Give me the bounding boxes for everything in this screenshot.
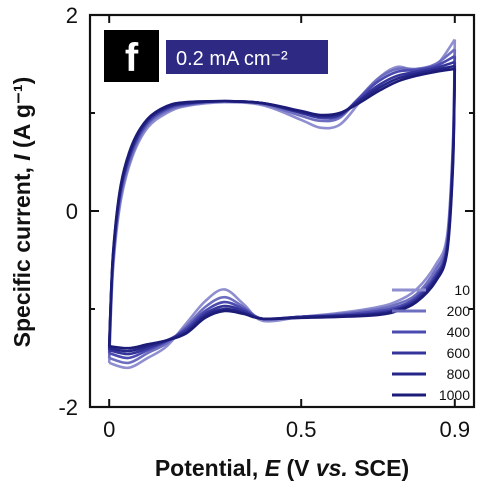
tick-labels: 0 0.5 0.9 2 0 -2 [58,3,470,442]
x-axis-title-suffix: SCE) [348,455,409,481]
x-tick-label: 0.5 [286,417,317,442]
annotation-box [166,40,328,74]
cv-curve-anodic [107,67,456,347]
x-axis-title-symbol: E [265,455,281,481]
cv-curve-anodic [107,38,456,363]
panel-label: f [125,36,139,80]
panel-label-box [104,30,159,82]
cv-curve-cathodic [108,56,457,360]
legend-label: 600 [447,345,471,361]
y-tick-label: -2 [58,395,78,420]
x-tick-label: 0.9 [440,417,471,442]
series-1000 [107,67,457,350]
series-200 [107,48,457,365]
y-tick-label: 0 [66,199,78,224]
legend-label: 200 [447,303,471,319]
legend-label: 1000 [439,387,470,403]
legend-label: 10 [454,282,470,298]
x-axis-title-mid: (V [280,455,316,481]
y-axis-title: Specific current, I (A g⁻¹) [9,77,35,348]
y-tick-label: 2 [66,3,78,28]
cv-curve-cathodic [108,49,457,365]
x-axis-title: Potential, E (V vs. SCE) [155,455,409,481]
x-tick-label: 0 [103,417,115,442]
plot-frame [88,13,476,409]
legend-label: 400 [447,324,471,340]
cv-curve-cathodic [109,68,457,350]
series-layer [107,38,457,370]
legend: 10 200 400 600 800 1000 [392,282,470,403]
x-axis-title-vs: vs. [316,455,348,481]
y-axis-title-symbol: I [9,154,35,161]
annotation-text: 0.2 mA cm⁻² [176,48,288,70]
series-400 [107,55,457,360]
legend-label: 800 [447,366,471,382]
y-axis-title-prefix: Specific current, [9,161,35,348]
y-axis-title-suffix: (A g⁻¹) [9,77,35,155]
x-axis-title-prefix: Potential, [155,455,265,481]
